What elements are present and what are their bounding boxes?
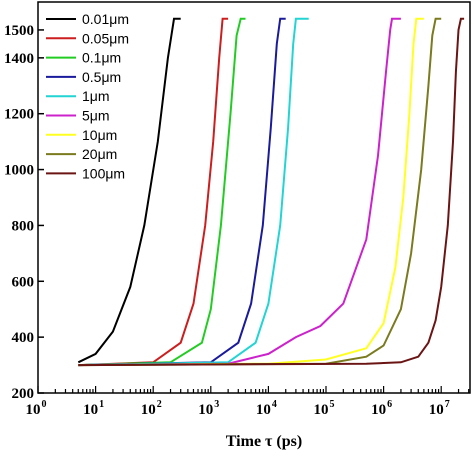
legend: 0.01μm 0.05μm 0.1μm 0.5μm 1μm 5μm 10μm 20μm 100μ… (46, 11, 129, 181)
series-line-6 (78, 17, 424, 367)
legend-label: 1μm (82, 88, 110, 104)
plot-lines (77, 17, 465, 367)
x-tick-exponent: 7 (445, 399, 450, 410)
series-line-1 (78, 17, 229, 367)
y-tick-label: 400 (12, 330, 35, 346)
y-tick-label: 600 (12, 274, 35, 290)
legend-label: 0.05μm (82, 30, 129, 46)
y-tick-label: 200 (12, 386, 35, 402)
series-line-7 (78, 17, 442, 367)
series-line-0 (77, 17, 181, 364)
y-tick-label: 1200 (4, 107, 34, 123)
legend-label: 100μm (82, 165, 125, 181)
series-line-4 (78, 17, 309, 367)
x-tick-exponent: 2 (157, 399, 162, 410)
x-tick-exponent: 0 (42, 399, 47, 410)
x-tick-exponent: 3 (214, 399, 219, 410)
y-tick-label: 800 (12, 218, 35, 234)
series-line-3 (78, 17, 286, 367)
legend-label: 10μm (82, 127, 117, 143)
legend-label: 0.5μm (82, 69, 121, 85)
x-tick-exponent: 1 (99, 399, 104, 410)
series-line-2 (78, 17, 246, 367)
x-tick-exponent: 6 (387, 399, 392, 410)
series-line-5 (78, 17, 401, 367)
legend-label: 0.01μm (82, 11, 129, 27)
x-tick-exponent: 4 (272, 399, 277, 410)
legend-label: 20μm (82, 146, 117, 162)
y-tick-label: 1500 (4, 23, 34, 39)
x-axis-title: Time τ (ps) (226, 433, 302, 450)
x-tick-exponent: 5 (330, 399, 335, 410)
plot-frame (37, 1, 471, 394)
y-tick-label: 1400 (4, 51, 34, 67)
legend-label: 0.1μm (82, 50, 121, 66)
legend-label: 5μm (82, 108, 110, 124)
y-axis: 200 400 600 800 1000 1200 1400 1500 (4, 23, 44, 402)
series-line-8 (78, 17, 465, 367)
y-tick-label: 1000 (4, 163, 34, 179)
